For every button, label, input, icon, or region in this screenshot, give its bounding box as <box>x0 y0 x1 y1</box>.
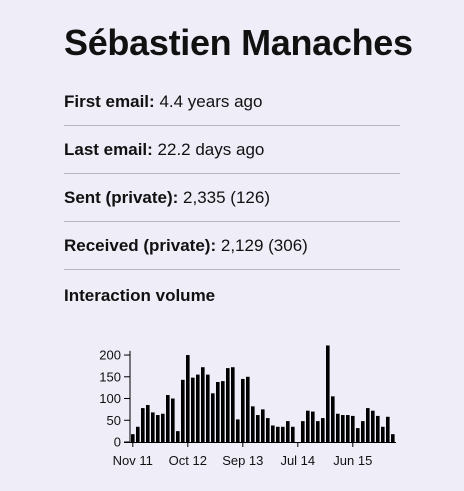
stat-label: Last email: <box>64 140 153 159</box>
bar <box>171 398 175 442</box>
bar <box>281 426 285 442</box>
bar <box>191 377 195 442</box>
bar <box>331 396 335 442</box>
y-tick-label: 100 <box>99 391 121 406</box>
bar <box>241 378 245 442</box>
bar <box>196 374 200 442</box>
bar <box>301 421 305 442</box>
stat-label: Sent (private): <box>64 188 179 207</box>
stat-sent: Sent (private): 2,335 (126) <box>64 174 400 222</box>
y-tick-label: 50 <box>107 413 121 428</box>
bar <box>186 355 190 442</box>
chart-title: Interaction volume <box>64 286 216 305</box>
stat-value: 2,129 (306) <box>220 236 308 255</box>
stat-label: Received (private): <box>64 236 217 255</box>
bar <box>346 415 350 442</box>
x-tick-label: Nov 11 <box>113 453 153 468</box>
bar <box>266 418 270 442</box>
stat-last-email: Last email: 22.2 days ago <box>64 126 400 174</box>
stat-first-email: First email: 4.4 years ago <box>64 84 400 126</box>
interaction-volume-chart: 0 50 100 150 200 Nov 11 Oct 12 Sep 13 Jul 14 Jun … <box>99 345 396 468</box>
y-tick-label: 0 <box>114 435 121 450</box>
bar <box>316 421 320 442</box>
stat-received: Received (private): 2,129 (306) <box>64 222 400 270</box>
bar <box>306 410 310 442</box>
bar <box>341 415 345 442</box>
bar <box>351 415 355 442</box>
bar <box>166 395 170 442</box>
bar <box>276 426 280 442</box>
bar <box>211 393 215 442</box>
bar <box>366 408 370 442</box>
bar <box>321 418 325 442</box>
x-tick-label: Oct 12 <box>169 453 207 468</box>
bar <box>136 426 140 442</box>
stat-value: 4.4 years ago <box>159 92 263 111</box>
bar <box>376 415 380 442</box>
bar <box>286 421 290 442</box>
bar <box>291 426 295 442</box>
bar <box>391 434 395 442</box>
bar <box>181 379 185 442</box>
stat-label: First email: <box>64 92 155 111</box>
bar <box>176 431 180 442</box>
bar <box>226 368 230 442</box>
stat-value: 22.2 days ago <box>157 140 265 159</box>
stat-value: 2,335 (126) <box>183 188 270 207</box>
bar <box>256 415 260 442</box>
bar <box>356 428 360 442</box>
bar <box>161 413 165 442</box>
bar <box>151 412 155 442</box>
x-tick-label: Sep 13 <box>222 453 263 468</box>
y-tick-label: 150 <box>99 369 121 384</box>
bar <box>386 416 390 442</box>
bar <box>361 421 365 442</box>
bar <box>231 367 235 442</box>
y-tick-label: 200 <box>99 348 121 363</box>
bar <box>206 374 210 442</box>
bar <box>141 408 145 442</box>
bar <box>311 411 315 442</box>
bar <box>216 382 220 442</box>
bar <box>371 410 375 442</box>
bar <box>326 345 330 442</box>
bar <box>221 381 225 442</box>
bar <box>131 434 135 442</box>
bar <box>156 415 160 442</box>
bar <box>146 405 150 442</box>
bar <box>336 413 340 442</box>
stats-list: First email: 4.4 years ago Last email: 2… <box>64 84 400 270</box>
bar <box>236 419 240 442</box>
bar <box>261 409 265 442</box>
contact-panel: Sébastien Manaches First email: 4.4 year… <box>64 0 413 306</box>
bar <box>251 406 255 442</box>
contact-name: Sébastien Manaches <box>64 22 413 63</box>
bar <box>271 425 275 442</box>
bar <box>381 426 385 442</box>
x-tick-label: Jun 15 <box>333 453 372 468</box>
bar <box>246 376 250 442</box>
bar <box>201 367 205 442</box>
x-tick-label: Jul 14 <box>280 453 315 468</box>
